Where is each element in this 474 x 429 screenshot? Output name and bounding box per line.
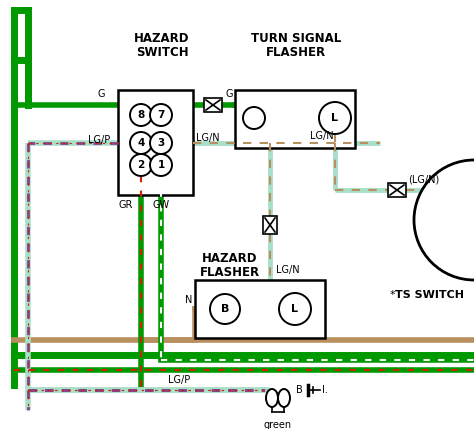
Text: LG/N: LG/N <box>310 131 334 141</box>
Bar <box>235 90 355 148</box>
Circle shape <box>279 293 311 325</box>
Circle shape <box>243 107 265 129</box>
Text: 2: 2 <box>137 160 145 170</box>
Text: LG/P: LG/P <box>168 375 190 385</box>
Text: 7: 7 <box>157 110 164 120</box>
Ellipse shape <box>266 389 278 407</box>
Text: G: G <box>226 89 233 99</box>
Text: B: B <box>221 304 229 314</box>
Text: G: G <box>98 89 105 99</box>
Circle shape <box>150 132 172 154</box>
Text: 1: 1 <box>157 160 164 170</box>
Circle shape <box>130 154 152 176</box>
Circle shape <box>130 104 152 126</box>
Bar <box>204 98 222 112</box>
Text: TURN SIGNAL: TURN SIGNAL <box>251 31 341 45</box>
Text: B: B <box>296 385 303 395</box>
Text: LG/P: LG/P <box>88 135 110 145</box>
Text: I.: I. <box>322 385 328 395</box>
Circle shape <box>414 160 474 280</box>
Bar <box>195 280 325 338</box>
Text: GR: GR <box>118 200 133 210</box>
Circle shape <box>150 154 172 176</box>
Text: LG/N: LG/N <box>276 265 300 275</box>
Text: TS SWITCH: TS SWITCH <box>395 290 464 300</box>
Text: 8: 8 <box>137 110 145 120</box>
Bar <box>263 216 277 234</box>
Text: green: green <box>264 420 292 429</box>
Text: HAZARD: HAZARD <box>202 251 258 265</box>
Text: LG/N: LG/N <box>196 133 219 143</box>
Text: (LG/N): (LG/N) <box>408 174 439 184</box>
Circle shape <box>130 132 152 154</box>
Text: N: N <box>185 295 192 305</box>
Circle shape <box>210 294 240 324</box>
Text: GW: GW <box>153 200 170 210</box>
Ellipse shape <box>278 389 290 407</box>
Text: SWITCH: SWITCH <box>136 45 188 58</box>
Bar <box>388 183 406 197</box>
Text: HAZARD: HAZARD <box>134 31 190 45</box>
Text: 4: 4 <box>137 138 145 148</box>
Circle shape <box>150 104 172 126</box>
Text: L: L <box>292 304 299 314</box>
Circle shape <box>319 102 351 134</box>
Text: *: * <box>390 290 396 300</box>
Bar <box>118 90 193 195</box>
Text: L: L <box>331 113 338 123</box>
Text: FLASHER: FLASHER <box>200 266 260 278</box>
Text: 3: 3 <box>157 138 164 148</box>
Text: FLASHER: FLASHER <box>266 45 326 58</box>
